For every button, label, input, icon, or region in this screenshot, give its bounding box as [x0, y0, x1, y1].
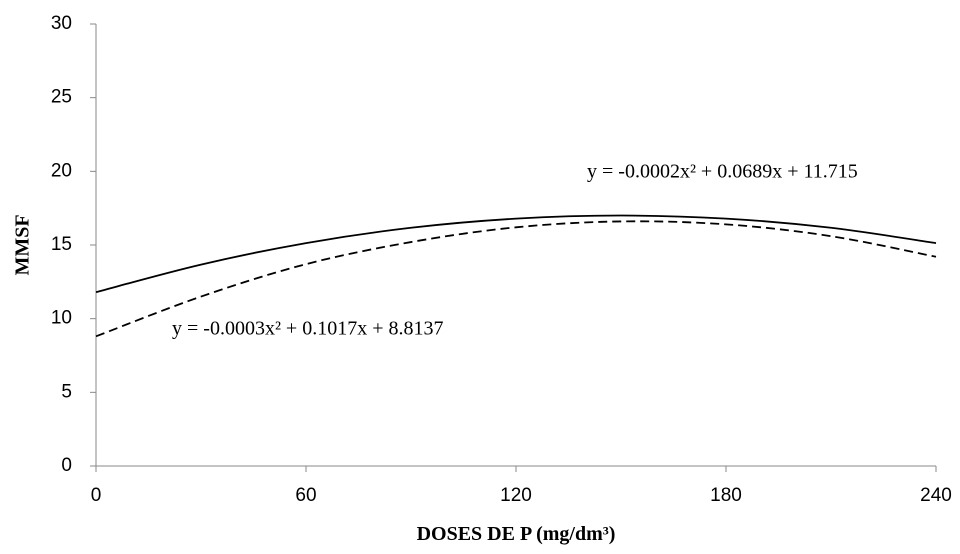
equation-annotation: y = -0.0003x² + 0.1017x + 8.8137 — [172, 318, 444, 340]
x-tick-label: 180 — [710, 485, 742, 506]
y-tick-label: 5 — [61, 381, 72, 402]
y-axis-label: MMSF — [12, 214, 34, 275]
x-tick-label: 60 — [295, 485, 316, 506]
x-tick-label: 0 — [91, 485, 102, 506]
x-axis-label: DOSES DE P (mg/dm³) — [417, 523, 616, 545]
x-tick-label: 240 — [920, 485, 952, 506]
y-tick-label: 30 — [51, 13, 72, 34]
x-tick-label: 120 — [500, 485, 532, 506]
y-tick-label: 15 — [51, 234, 72, 255]
y-tick-label: 20 — [51, 160, 72, 181]
y-tick-label: 0 — [61, 455, 72, 476]
series-line — [95, 214, 937, 294]
y-tick-label: 25 — [51, 87, 72, 108]
equation-annotation: y = -0.0002x² + 0.0689x + 11.715 — [587, 161, 858, 183]
series-line — [95, 220, 937, 338]
y-tick-label: 10 — [51, 308, 72, 329]
